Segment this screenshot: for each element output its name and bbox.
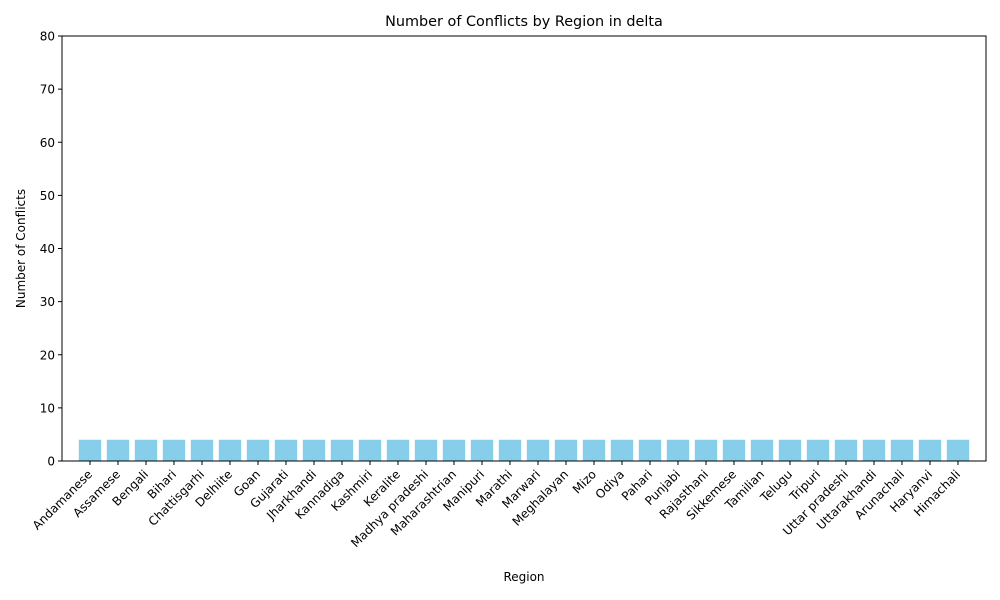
bar-assamese (106, 439, 130, 461)
bar-bengali (134, 439, 158, 461)
bar-goan (246, 439, 270, 461)
y-tick-label: 70 (40, 83, 55, 97)
bar-himachali (946, 439, 970, 461)
y-tick-label: 30 (40, 295, 55, 309)
y-tick-label: 50 (40, 189, 55, 203)
bar-marathi (498, 439, 522, 461)
bar-uttarakhandi (862, 439, 886, 461)
y-tick-label: 0 (47, 455, 55, 469)
bar-pahari (638, 439, 662, 461)
bar-odiya (610, 439, 634, 461)
bar-gujarati (274, 439, 298, 461)
bar-sikkemese (722, 439, 746, 461)
bars-group (78, 439, 970, 461)
bar-tamilian (750, 439, 774, 461)
bar-andamanese (78, 439, 102, 461)
bar-punjabi (666, 439, 690, 461)
y-axis: 0 10 20 30 40 50 60 70 80 (40, 30, 62, 469)
x-axis-title: Region (503, 570, 544, 584)
bar-meghalayan (554, 439, 578, 461)
plot-frame (61, 35, 987, 462)
bar-kannadiga (330, 439, 354, 461)
x-axis: AndamaneseAssameseBengaliBihariChattisga… (30, 461, 963, 550)
y-tick-label: 40 (40, 242, 55, 256)
y-tick-label: 60 (40, 136, 55, 150)
bar-mizo (582, 439, 606, 461)
bar-madhya-pradeshi (414, 439, 438, 461)
y-tick-label: 80 (40, 30, 55, 44)
bar-marwari (526, 439, 550, 461)
y-axis-title: Number of Conflicts (14, 189, 28, 308)
bar-bihari (162, 439, 186, 461)
bar-chattisgarhi (190, 439, 214, 461)
y-tick-label: 20 (40, 348, 55, 362)
bar-keralite (386, 439, 410, 461)
bar-kashmiri (358, 439, 382, 461)
bar-jharkhandi (302, 439, 326, 461)
bar-tripuri (806, 439, 830, 461)
bar-telugu (778, 439, 802, 461)
bar-manipuri (470, 439, 494, 461)
y-tick-label: 10 (40, 401, 55, 415)
bar-rajasthani (694, 439, 718, 461)
bar-haryanvi (918, 439, 942, 461)
bar-arunachali (890, 439, 914, 461)
chart-title: Number of Conflicts by Region in delta (385, 14, 663, 30)
bar-maharashtrian (442, 439, 466, 461)
bar-delhiite (218, 439, 242, 461)
bar-uttar-pradeshi (834, 439, 858, 461)
